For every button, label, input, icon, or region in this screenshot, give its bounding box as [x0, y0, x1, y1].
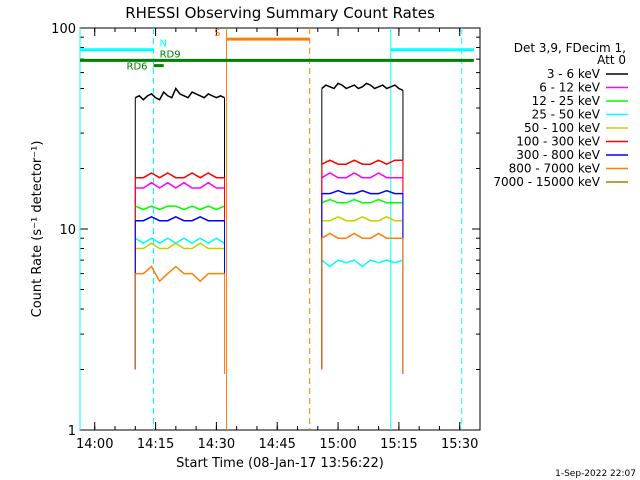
x-tick-label: 14:30: [198, 437, 235, 452]
flag-label: RD6: [127, 62, 148, 73]
x-tick-label: 14:00: [76, 437, 113, 452]
plot-frame: [79, 27, 481, 431]
series-line: [135, 172, 225, 179]
x-tick-label: 14:45: [258, 437, 295, 452]
series-line: [134, 237, 225, 245]
series-line: [135, 215, 225, 222]
legend-header: Det 3,9, FDecim 1,: [514, 41, 626, 55]
series-line: [135, 205, 225, 211]
series-line: [134, 87, 225, 101]
legend-label: 50 - 100 keV: [524, 121, 601, 135]
series-line: [321, 82, 404, 91]
legend-label: 800 - 7000 keV: [509, 162, 601, 176]
series-line: [321, 259, 404, 268]
series-line: [135, 242, 225, 250]
legend-label: 7000 - 15000 keV: [493, 175, 600, 189]
series-line: [321, 198, 403, 204]
x-axis-label: Start Time (08-Jan-17 13:56:22): [176, 456, 384, 471]
series-lines: [134, 82, 404, 374]
axes-ticks: 14:00 14:15 14:30 14:45 15:00 15:15 15:30 1 10 10…: [51, 22, 481, 452]
legend-label: 6 - 12 keV: [539, 81, 601, 95]
legend-label: 25 - 50 keV: [532, 108, 601, 122]
vertical-markers: [79, 28, 463, 430]
series-line: [321, 232, 403, 239]
y-axis-label: Count Rate (s⁻¹ detector⁻¹): [30, 141, 45, 318]
series-line: [135, 265, 225, 283]
flag-label: N: [160, 39, 167, 50]
legend-label: 12 - 25 keV: [532, 94, 601, 108]
y-tick-label: 1: [68, 424, 76, 439]
y-tick-label: 100: [51, 22, 76, 37]
x-tick-label: 15:00: [319, 437, 356, 452]
x-tick-label: 15:30: [441, 437, 478, 452]
series-line: [321, 159, 403, 166]
series-line: [321, 215, 403, 222]
series-line: [321, 172, 403, 179]
footer-date: 1-Sep-2022 22:07: [555, 469, 636, 479]
y-tick-label: 10: [59, 223, 76, 238]
legend-label: 100 - 300 keV: [516, 135, 600, 149]
legend-label: 3 - 6 keV: [547, 67, 601, 81]
legend-label: 300 - 800 keV: [516, 148, 600, 162]
x-tick-label: 15:15: [380, 437, 417, 452]
flag-label: S: [214, 28, 220, 39]
chart-title: RHESSI Observing Summary Count Rates: [125, 4, 435, 22]
x-tick-label: 14:15: [137, 437, 174, 452]
legend-header: Att 0: [597, 53, 626, 67]
flag-label: RD9: [160, 49, 181, 60]
series-line: [135, 181, 225, 189]
flag-bars: N S RD6 RD9: [80, 28, 474, 73]
series-line: [321, 189, 403, 195]
